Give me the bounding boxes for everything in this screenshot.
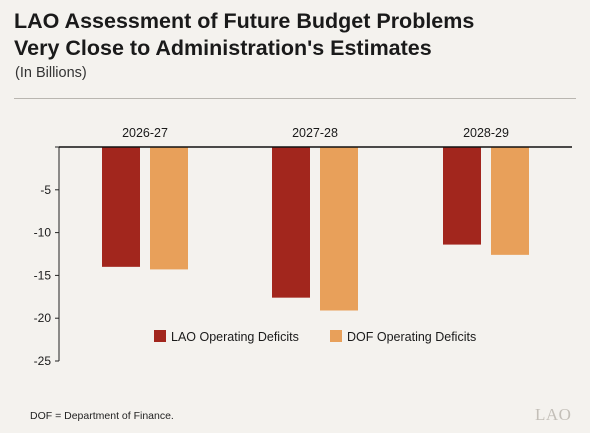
lao-logo: LAO — [535, 405, 572, 424]
chart-title-line-1: LAO Assessment of Future Budget Problems — [14, 9, 475, 33]
bar — [491, 147, 529, 255]
bar — [443, 147, 481, 245]
chart-title: LAO Assessment of Future Budget Problems… — [14, 8, 574, 62]
chart-subtitle: (In Billions) — [15, 65, 87, 81]
bar — [102, 147, 140, 267]
category-label: 2027-28 — [292, 126, 338, 140]
bar — [150, 147, 188, 270]
legend-label: LAO Operating Deficits — [171, 330, 299, 344]
bar — [272, 147, 310, 298]
legend-label: DOF Operating Deficits — [347, 330, 476, 344]
legend-swatch — [154, 330, 166, 342]
y-tick-label: -25 — [34, 354, 52, 368]
chart-title-line-2: Very Close to Administration's Estimates — [14, 36, 432, 60]
category-label: 2028-29 — [463, 126, 509, 140]
y-tick-label: -5 — [40, 183, 51, 197]
legend-swatch — [330, 330, 342, 342]
category-label: 2026-27 — [122, 126, 168, 140]
y-tick-label: -10 — [34, 226, 52, 240]
y-tick-label: -15 — [34, 268, 52, 282]
bar — [320, 147, 358, 311]
title-divider — [14, 98, 576, 99]
y-tick-label: -20 — [34, 311, 52, 325]
footnote: DOF = Department of Finance. — [30, 410, 174, 422]
